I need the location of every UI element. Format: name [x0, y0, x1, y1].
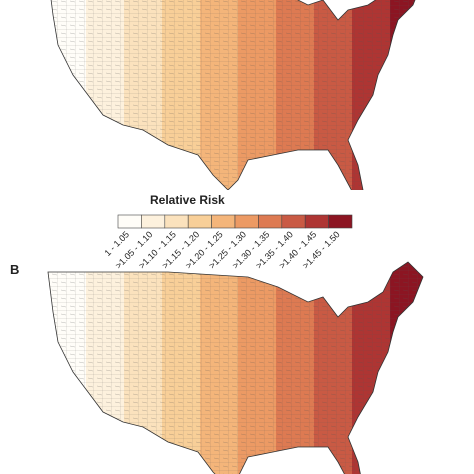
- legend-title: Relative Risk: [150, 193, 225, 207]
- legend-swatch: [117, 214, 142, 229]
- legend-swatch: [258, 214, 283, 229]
- legend-swatch: [328, 214, 353, 229]
- map-a: [47, 0, 424, 194]
- panel-label: B: [10, 262, 19, 277]
- legend-background: [100, 190, 370, 270]
- legend-swatch: [211, 214, 236, 229]
- legend-swatch: [187, 214, 212, 229]
- legend-swatch: [304, 214, 329, 229]
- risk-band: [390, 0, 423, 193]
- legend-swatch: [234, 214, 259, 229]
- legend-swatch: [164, 214, 189, 229]
- map-b: [47, 261, 424, 474]
- legend-swatch: [281, 214, 306, 229]
- legend-swatch: [141, 214, 166, 229]
